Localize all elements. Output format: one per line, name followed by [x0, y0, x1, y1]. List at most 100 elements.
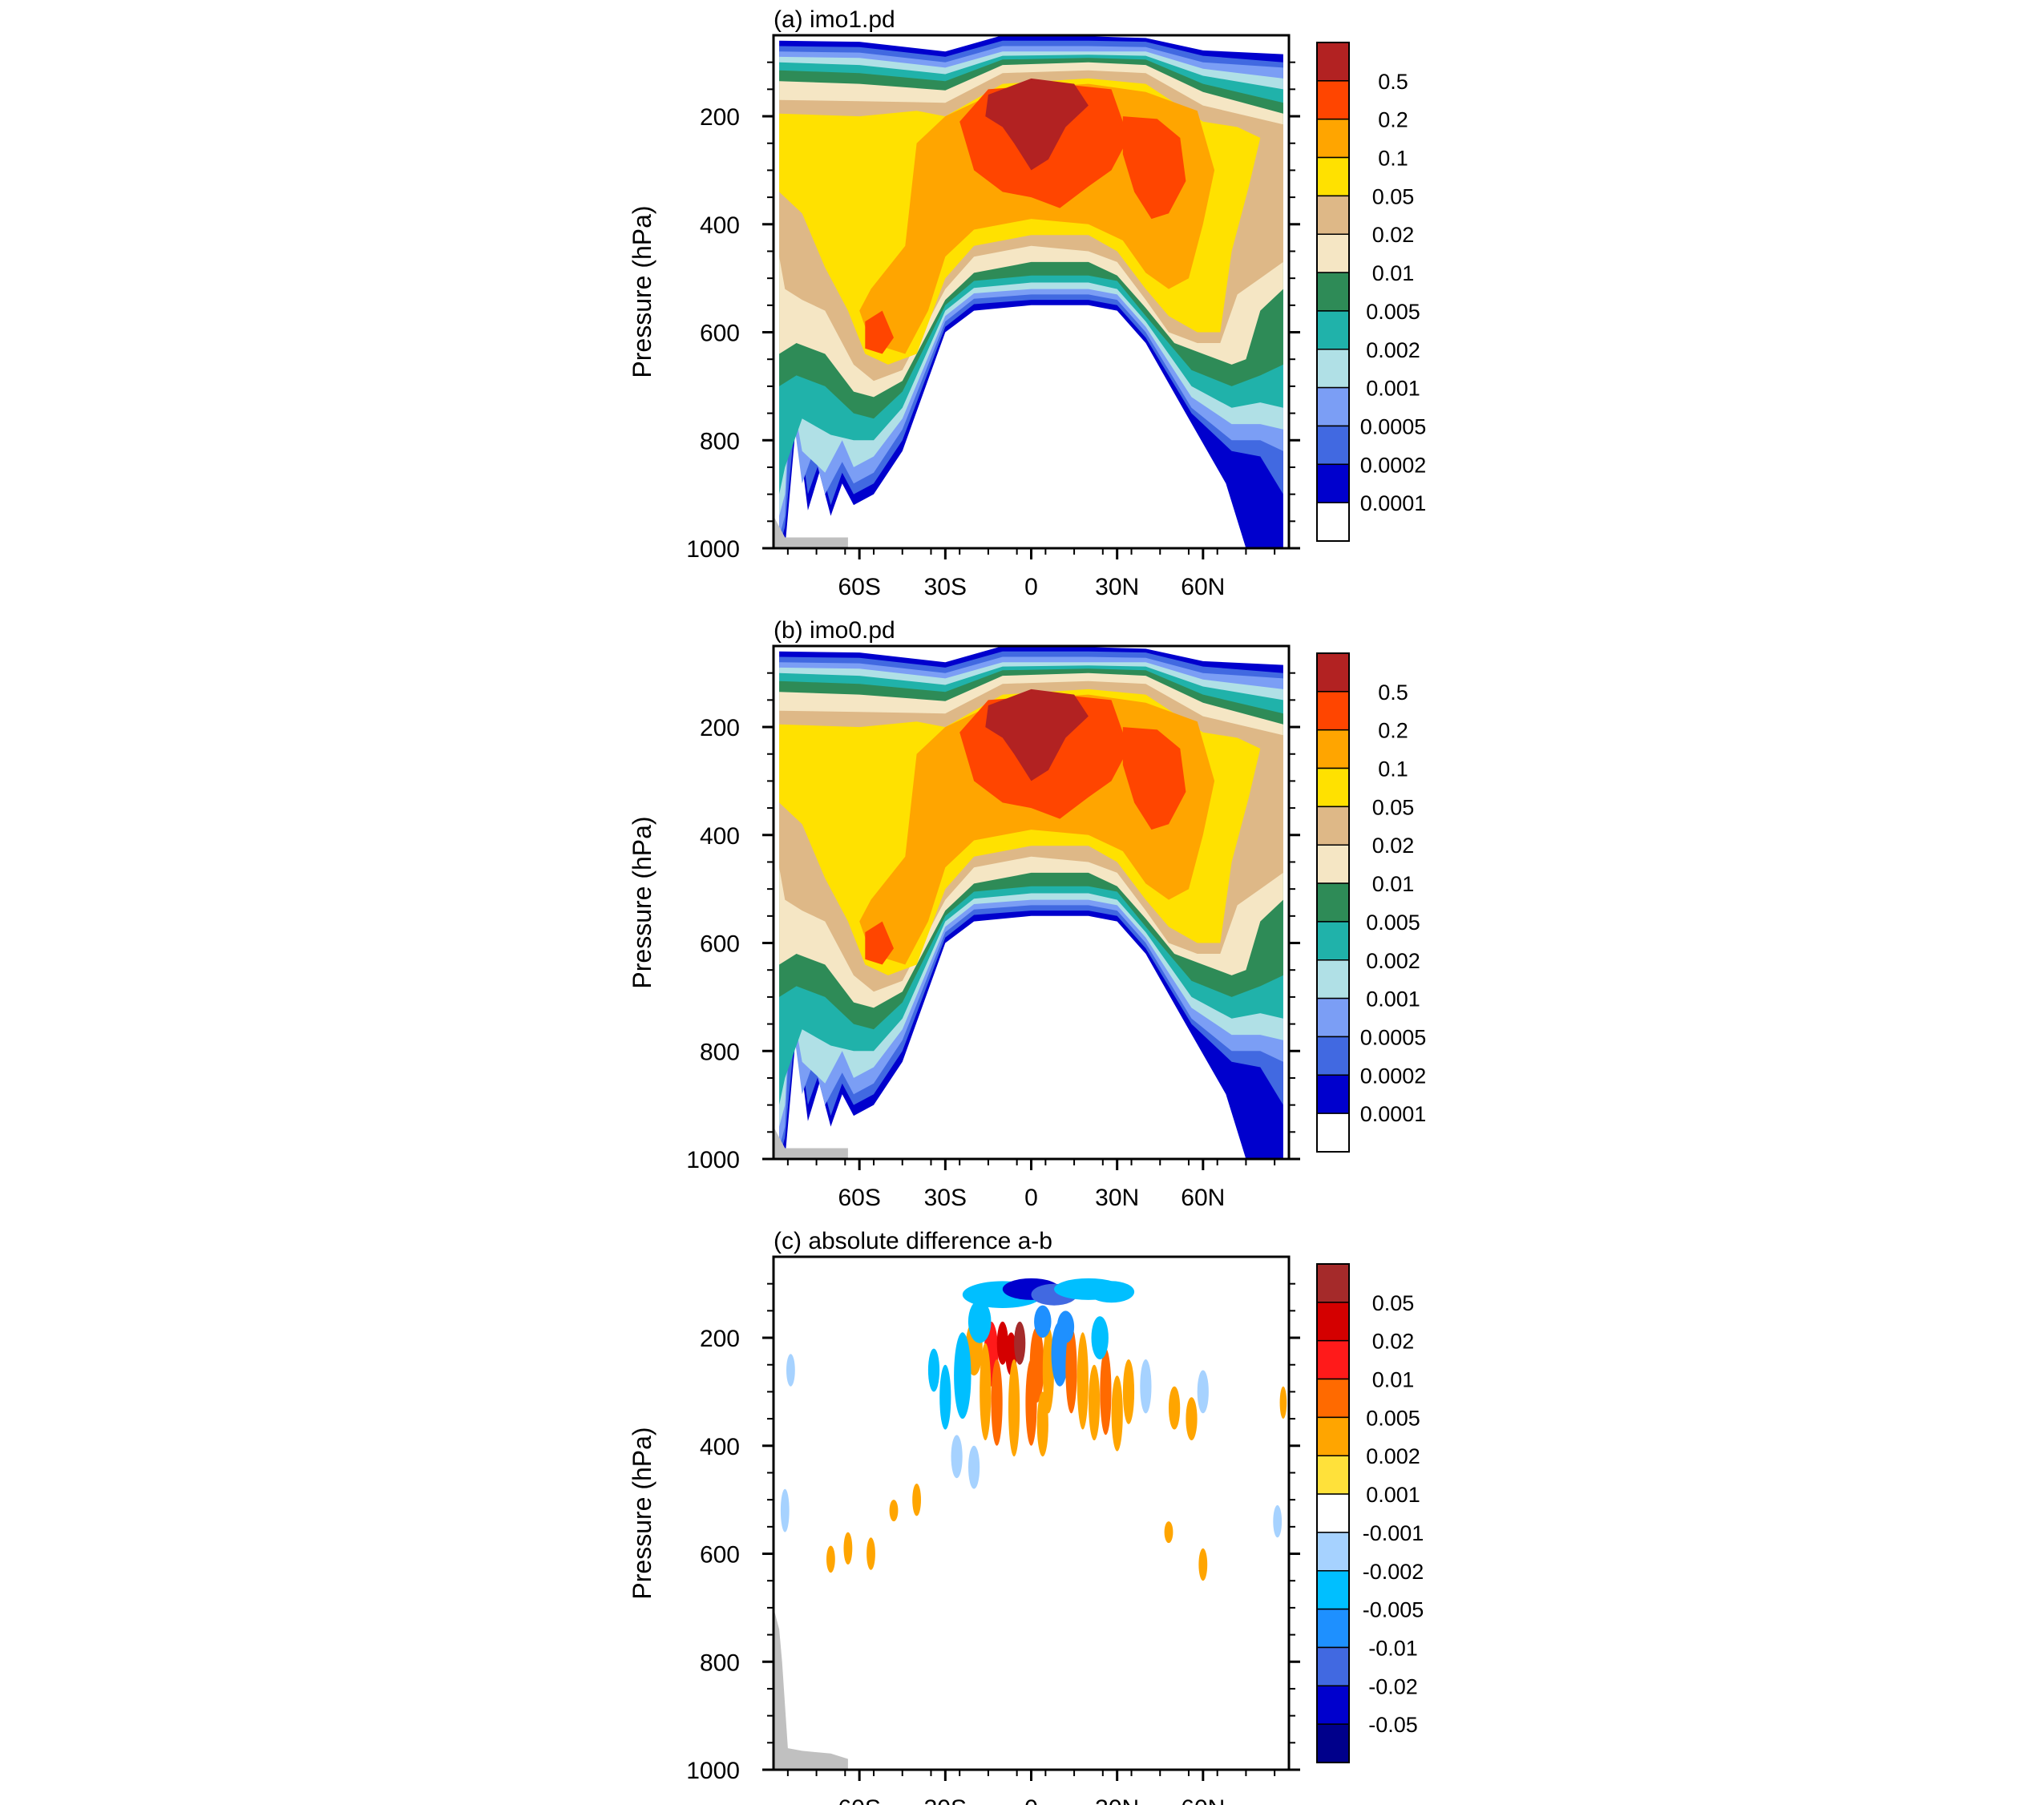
colorbar-label: -0.05 — [1368, 1713, 1418, 1737]
contour-level — [1025, 1359, 1037, 1446]
colorbar-box — [1316, 691, 1350, 731]
y-tick-label: 600 — [700, 931, 740, 958]
contour-level — [889, 1500, 899, 1522]
x-tick-label: 30S — [924, 1795, 967, 1805]
colorbar-label: -0.001 — [1363, 1521, 1424, 1545]
panel-a: (a) imo1.pd 200 400 600 800 1000 60S 30S 0 30N 60N… — [628, 6, 1426, 600]
colorbar-box — [1316, 1723, 1350, 1763]
x-tick-label: 30N — [1095, 1185, 1139, 1211]
colorbar-label: 0.05 — [1372, 795, 1415, 819]
contour-level — [1036, 1391, 1048, 1457]
contour-level — [1034, 1305, 1052, 1339]
panel-c: (c) absolute difference a-b 200 400 600 800 1… — [628, 1228, 1424, 1805]
x-tick-label: 30S — [924, 1185, 967, 1211]
colorbar-box — [1316, 767, 1350, 808]
colorbar-label: 0.05 — [1372, 184, 1415, 208]
colorbar-label: 0.02 — [1372, 834, 1415, 858]
colorbar-label: 0.2 — [1378, 719, 1408, 743]
contour-level — [968, 1445, 980, 1489]
y-tick-label: 1000 — [686, 1147, 740, 1173]
x-tick-label: 0 — [1024, 1795, 1038, 1805]
land-mask — [774, 1607, 848, 1770]
colorbar-box — [1316, 1570, 1350, 1610]
contour-level — [866, 1537, 875, 1570]
panel-title: (b) imo0.pd — [774, 617, 895, 644]
colorbar-box — [1316, 1378, 1350, 1419]
x-tick-label: 30N — [1095, 1795, 1139, 1805]
panel-title: (a) imo1.pd — [774, 6, 895, 33]
contour-level — [967, 1299, 992, 1343]
colorbar-label: 0.002 — [1366, 949, 1420, 973]
contour-level — [1122, 727, 1186, 830]
colorbar-box — [1316, 997, 1350, 1038]
x-tick-label: 60N — [1181, 574, 1225, 600]
colorbar-box — [1316, 195, 1350, 235]
contour-level — [1197, 1370, 1209, 1414]
y-tick-label: 1000 — [686, 536, 740, 563]
y-tick-label: 600 — [700, 321, 740, 347]
colorbar: 0.5 0.2 0.1 0.05 0.02 0.01 0.005 0.002 0.001 0.00… — [1316, 42, 1427, 542]
colorbar-frame — [1316, 1263, 1350, 1763]
contour-level — [1065, 1326, 1077, 1414]
y-tick-label: 400 — [700, 823, 740, 850]
colorbar-label: 0.002 — [1366, 338, 1420, 362]
colorbar-box — [1316, 806, 1350, 846]
colorbar-box — [1316, 349, 1350, 389]
colorbar-label: 0.005 — [1366, 911, 1420, 935]
plot-area — [774, 35, 1289, 548]
colorbar-label: 0.01 — [1372, 872, 1415, 896]
colorbar-label: 0.01 — [1372, 261, 1415, 285]
x-tick-label: 30S — [924, 574, 967, 600]
y-tick-label: 400 — [700, 1434, 740, 1460]
colorbar-label: 0.001 — [1366, 1483, 1420, 1507]
colorbar: 0.5 0.2 0.1 0.05 0.02 0.01 0.005 0.002 0.001 0.00… — [1316, 652, 1427, 1153]
y-axis-label: Pressure (hPa) — [628, 1427, 656, 1599]
contour-level — [843, 1532, 853, 1565]
land-mask — [774, 515, 848, 548]
colorbar-box — [1316, 1339, 1350, 1380]
y-tick-label: 800 — [700, 1039, 740, 1065]
colorbar-frame — [1316, 42, 1350, 542]
y-axis-label: Pressure (hPa) — [628, 816, 656, 988]
contour-level — [1164, 1521, 1173, 1544]
contour-level — [927, 1348, 940, 1392]
contour-level — [1111, 1375, 1123, 1452]
colorbar-box — [1316, 844, 1350, 884]
colorbar-box — [1316, 502, 1350, 542]
colorbar-label: 0.1 — [1378, 147, 1408, 171]
y-tick-label: 200 — [700, 1326, 740, 1352]
y-tick-label: 200 — [700, 104, 740, 131]
contour-level — [1042, 1326, 1054, 1414]
colorbar-label: 0.0005 — [1360, 1025, 1427, 1049]
colorbar-label: -0.002 — [1363, 1560, 1424, 1584]
contour-level — [985, 688, 1089, 781]
contour-level — [996, 1321, 1008, 1365]
y-tick-label: 600 — [700, 1542, 740, 1569]
colorbar-box — [1316, 1074, 1350, 1114]
plot-area — [774, 1257, 1289, 1770]
x-tick-label: 30N — [1095, 574, 1139, 600]
colorbar-label: 0.1 — [1378, 757, 1408, 781]
y-tick-label: 400 — [700, 212, 740, 239]
contour-level — [1056, 1310, 1075, 1343]
colorbar-box — [1316, 42, 1350, 82]
colorbar-box — [1316, 386, 1350, 427]
colorbar-label: 0.0005 — [1360, 414, 1427, 438]
colorbar-box — [1316, 1685, 1350, 1725]
contour-level — [1014, 1321, 1026, 1365]
colorbar-box — [1316, 1455, 1350, 1495]
colorbar-label: 0.0001 — [1360, 491, 1427, 515]
colorbar-box — [1316, 729, 1350, 769]
contour-level — [1169, 1386, 1181, 1430]
y-tick-label: 800 — [700, 1650, 740, 1676]
contour-level — [865, 310, 894, 354]
colorbar-label: 0.005 — [1366, 300, 1420, 324]
colorbar-label: -0.02 — [1368, 1674, 1418, 1698]
contour-level — [1100, 1348, 1112, 1436]
x-tick-label: 0 — [1024, 1185, 1038, 1211]
contour-level — [826, 1545, 835, 1573]
contour-level — [1273, 1504, 1283, 1538]
y-axis-label: Pressure (hPa) — [628, 205, 656, 378]
colorbar-box — [1316, 156, 1350, 197]
